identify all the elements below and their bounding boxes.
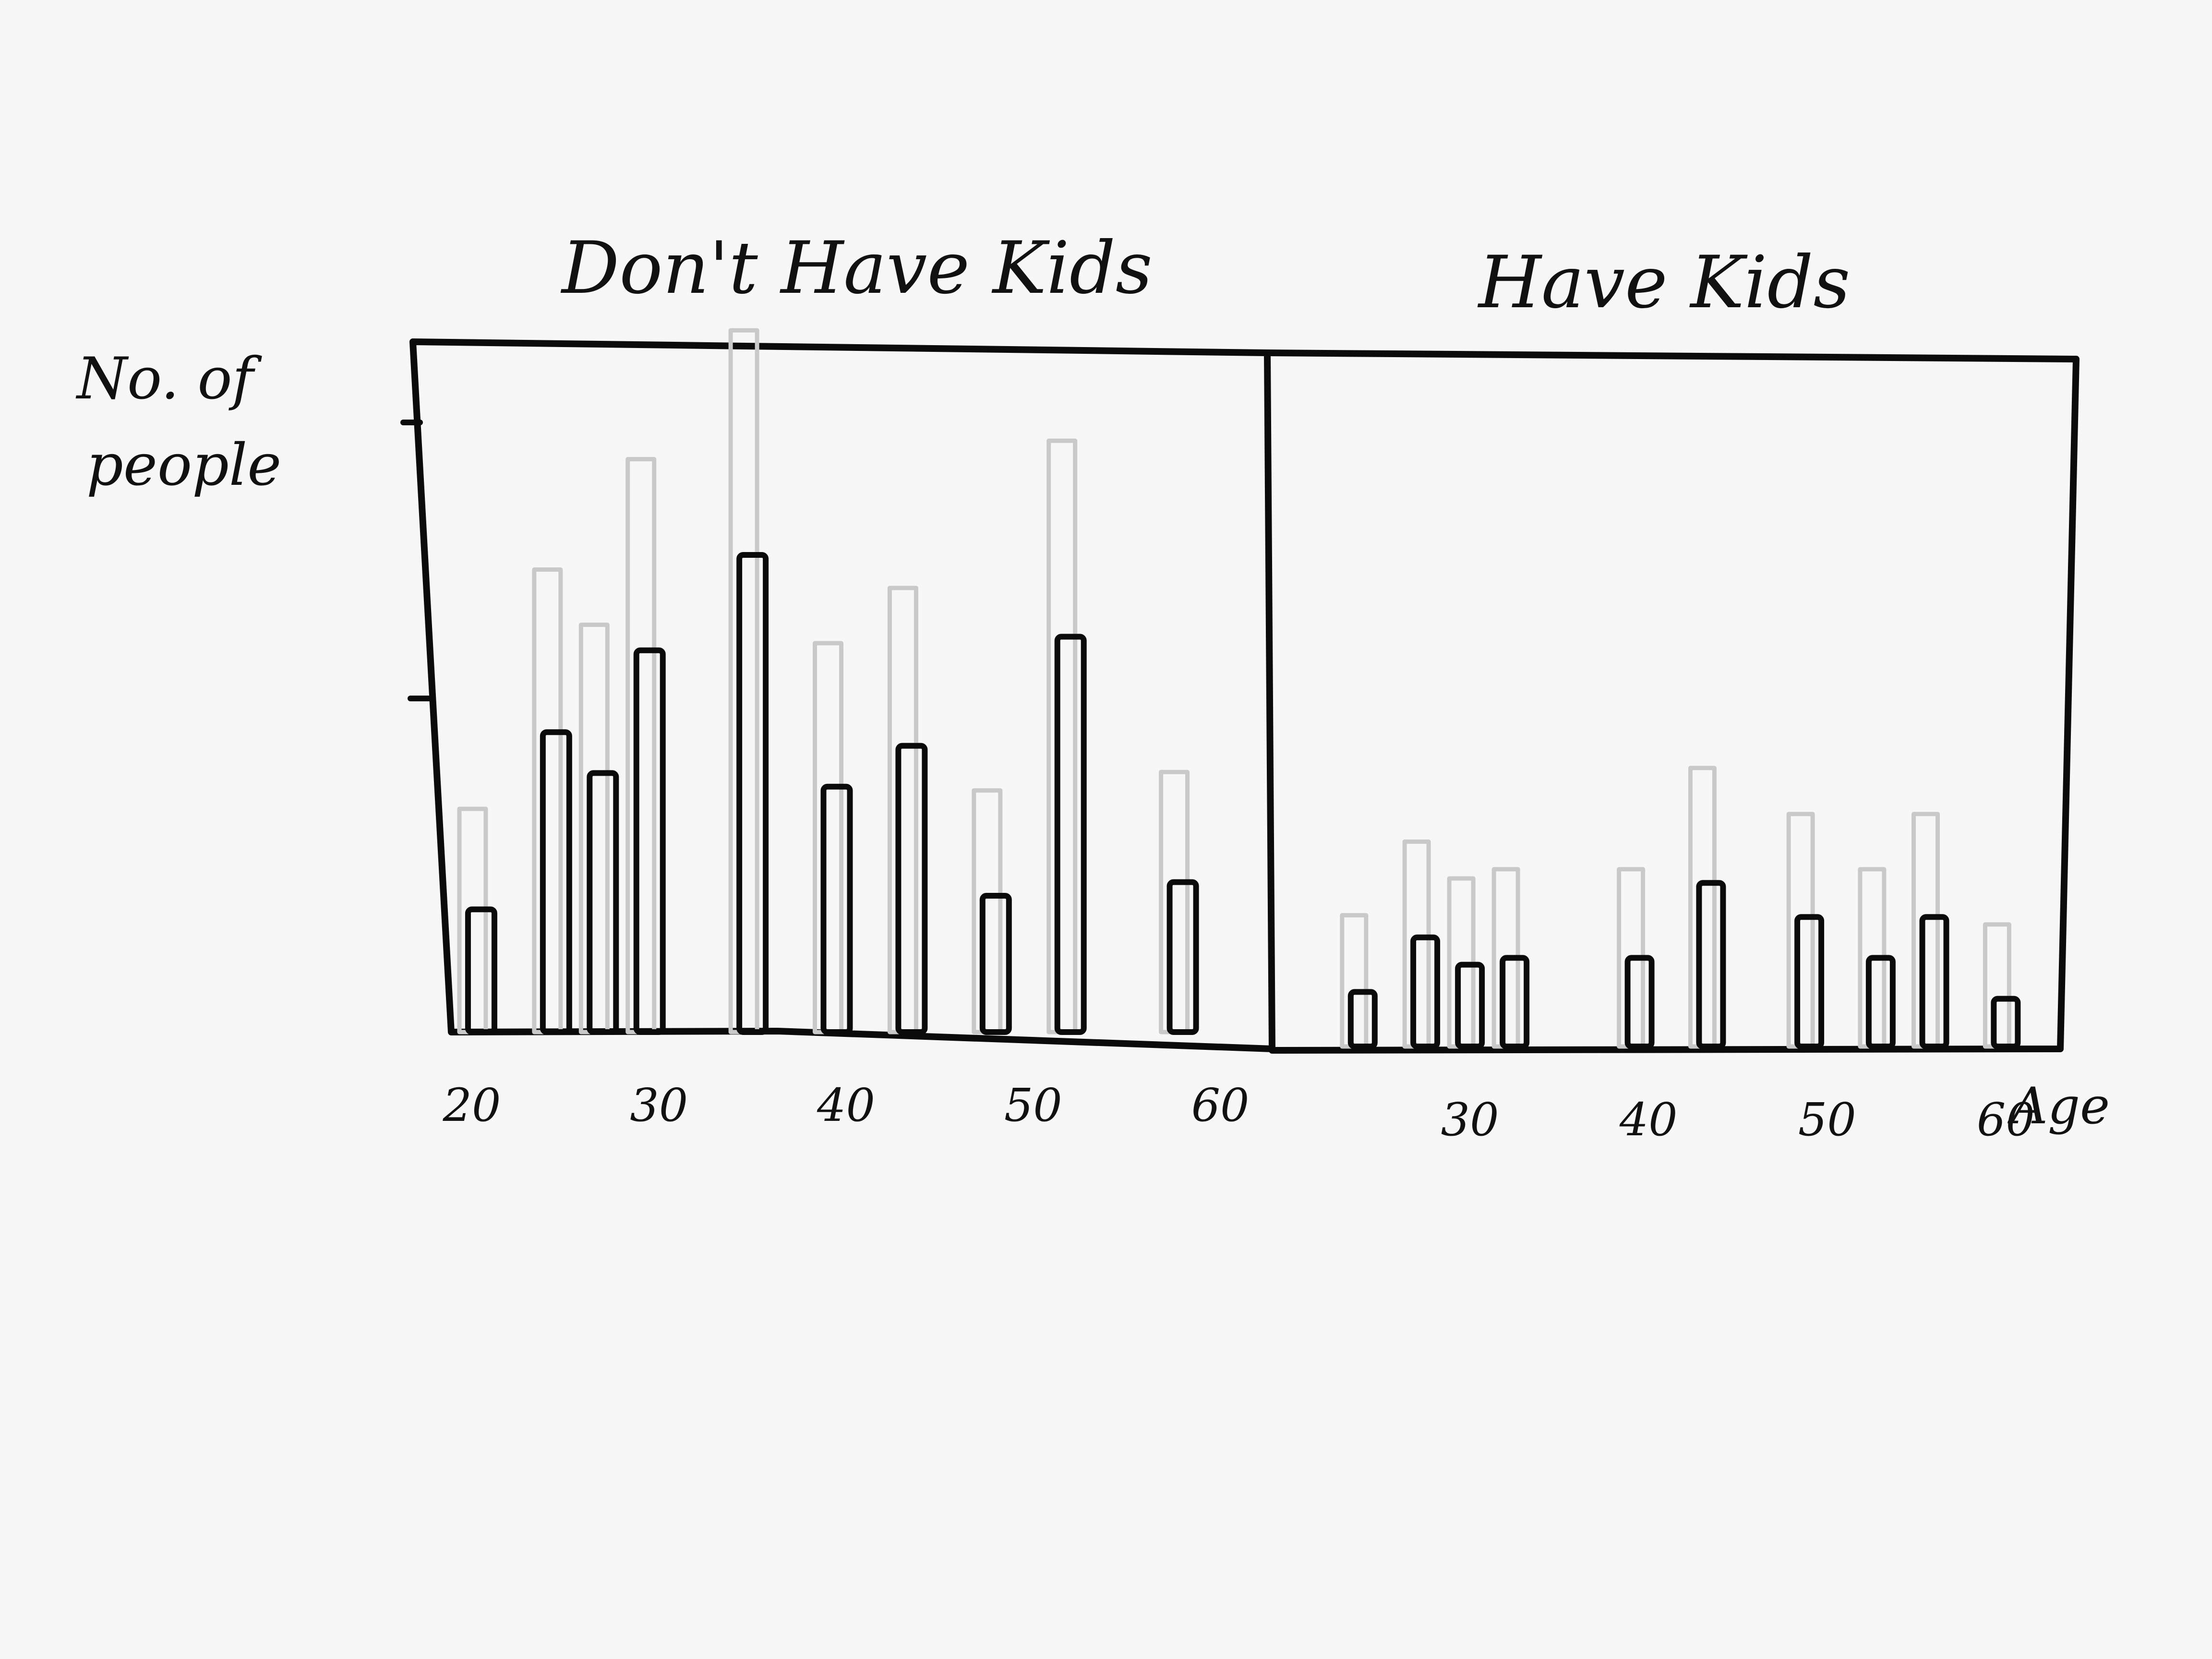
no-kids-bar [587, 770, 619, 1035]
pencil-guide-bar [457, 806, 488, 1034]
no-kids-x-tick-label: 40 [817, 1079, 875, 1132]
pencil-guide-bar [1046, 438, 1078, 1034]
bars-have-kids [1340, 766, 2021, 1050]
pencil-guide-bar [1159, 769, 1190, 1034]
pencil-guide-bar [887, 586, 918, 1034]
pencil-guide-bar [1911, 812, 1940, 1049]
have-kids-bar [1696, 880, 1726, 1049]
have-kids-bar [1500, 955, 1530, 1050]
have-kids-x-tick-label: 50 [1798, 1094, 1856, 1146]
no-kids-x-tick-label: 20 [443, 1079, 501, 1132]
pencil-guide-bar [972, 788, 1003, 1034]
x-axis-title: Age [2008, 1077, 2110, 1135]
have-kids-bar [1347, 989, 1378, 1049]
no-kids-x-tick-label: 50 [1004, 1079, 1062, 1132]
have-kids-bar [1794, 914, 1825, 1049]
no-kids-bar [895, 743, 928, 1035]
have-kids-x-tick-label: 60 [1977, 1094, 2035, 1146]
bars-no-kids [457, 328, 1199, 1035]
pencil-guide-bar [1983, 922, 2011, 1049]
pencil-guide-bar [728, 328, 759, 1034]
x-ticks-no-kids: 20 30 40 50 60 [443, 1079, 1250, 1132]
have-kids-bar [1991, 996, 2021, 1050]
pencil-guide-bar [1688, 766, 1717, 1049]
no-kids-bar [465, 906, 497, 1035]
pencil-guide-bar [578, 623, 610, 1034]
no-kids-bar [1054, 634, 1087, 1035]
have-kids-x-tick-label: 40 [1619, 1094, 1678, 1146]
no-kids-bar [540, 729, 572, 1035]
have-kids-bar [1455, 962, 1485, 1049]
no-kids-bar [1166, 879, 1199, 1035]
panel-title-no-kids: Don't Have Kids [560, 227, 1153, 310]
have-kids-bar [1865, 955, 1896, 1050]
no-kids-x-tick-label: 30 [630, 1079, 688, 1132]
pencil-guide-bar [813, 641, 844, 1034]
have-kids-bar [1410, 934, 1441, 1050]
y-axis-title-line2: people [86, 432, 281, 499]
pencil-guide-bar [1402, 839, 1431, 1049]
panel-frame-have-kids [1264, 349, 2080, 1054]
no-kids-bar [979, 893, 1012, 1035]
no-kids-bar [633, 647, 666, 1035]
no-kids-bar [736, 552, 769, 1035]
pencil-guide-bar [532, 567, 563, 1034]
pencil-guide-bar [1786, 812, 1815, 1049]
x-ticks-have-kids: 30 40 50 60 [1441, 1094, 2035, 1146]
no-kids-x-tick-label: 60 [1191, 1079, 1250, 1132]
pencil-guide-bar [1340, 913, 1369, 1049]
panel-title-have-kids: Have Kids [1477, 241, 1850, 325]
have-kids-x-tick-label: 30 [1441, 1094, 1499, 1146]
pencil-guide-bar [625, 457, 657, 1034]
have-kids-bar [1624, 955, 1655, 1050]
y-axis-title-line1: No. of [75, 346, 263, 412]
have-kids-bar [1919, 914, 1949, 1049]
no-kids-bar [820, 783, 853, 1035]
